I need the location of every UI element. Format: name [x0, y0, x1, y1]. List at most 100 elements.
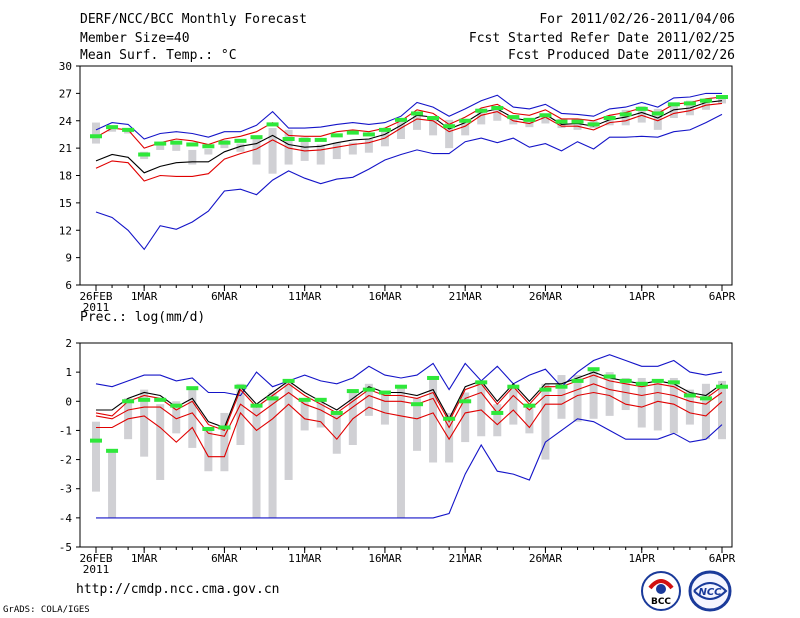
observed-mark: [651, 378, 664, 383]
range-bar: [541, 383, 550, 460]
y-tick-label: 1: [65, 366, 72, 379]
y-tick-label: 0: [65, 395, 72, 408]
range-bar: [653, 380, 662, 431]
source-url[interactable]: http://cmdp.ncc.cma.gov.cn: [76, 582, 280, 597]
range-bar: [316, 144, 325, 165]
observed-mark: [282, 137, 295, 141]
observed-mark: [683, 101, 696, 106]
observed-mark: [202, 426, 215, 431]
observed-mark: [154, 397, 167, 402]
observed-mark: [218, 425, 231, 430]
x-tick-label: 16MAR: [368, 552, 401, 565]
plot-frame: [79, 342, 733, 548]
observed-mark: [635, 106, 648, 111]
observed-mark: [619, 112, 632, 117]
observed-mark: [346, 389, 359, 394]
observed-mark: [314, 137, 327, 142]
range-bar: [92, 122, 100, 144]
range-bar: [461, 119, 470, 136]
bcc-logo: BCC: [641, 571, 681, 611]
observed-mark: [362, 132, 375, 137]
x-tick-label: 6MAR: [211, 290, 238, 303]
start-date: Fcst Started Refer Date 2011/02/25: [468, 31, 735, 46]
observed-mark: [186, 386, 199, 391]
range-bar: [621, 377, 630, 411]
panel2-title: Prec.: log(mm/d): [80, 310, 205, 325]
range-bar: [284, 380, 293, 480]
series-lower-line: [96, 391, 723, 458]
observed-mark: [330, 410, 343, 415]
range-bar: [252, 136, 261, 165]
range-bar: [172, 401, 181, 434]
x-tick-label: 16MAR: [368, 290, 401, 303]
observed-mark: [459, 399, 472, 404]
y-tick-label: 15: [59, 197, 72, 210]
observed-mark: [539, 387, 552, 392]
range-bar: [348, 142, 357, 155]
range-bar: [493, 404, 502, 437]
observed-mark: [378, 390, 391, 395]
produced-date: Fcst Produced Date 2011/02/26: [508, 48, 735, 63]
observed-mark: [411, 402, 424, 407]
range-bar: [413, 113, 422, 130]
observed-mark: [138, 397, 151, 402]
range-bar: [541, 113, 550, 124]
observed-mark: [138, 152, 151, 157]
range-bar: [477, 109, 486, 125]
series-upper2-line: [95, 383, 723, 437]
observed-mark: [170, 140, 183, 145]
range-bar: [461, 392, 470, 443]
observed-mark: [491, 105, 504, 110]
range-bar: [188, 386, 197, 448]
observed-mark: [651, 111, 664, 116]
range-bar: [445, 412, 454, 463]
range-bar: [332, 142, 341, 160]
observed-mark: [218, 140, 231, 145]
x-tick-label: 26FEB: [79, 290, 112, 303]
x-tick-label: 1APR: [628, 290, 655, 303]
observed-mark: [507, 115, 520, 120]
ncc-logo-ring: [688, 570, 732, 612]
observed-mark: [394, 117, 407, 122]
series-mean-line: [95, 374, 723, 432]
y-tick-label: -5: [59, 541, 72, 554]
range-bar: [637, 106, 646, 123]
observed-mark: [122, 399, 135, 404]
observed-mark: [459, 118, 472, 123]
observed-mark: [619, 378, 632, 383]
series-min-line: [95, 113, 723, 251]
observed-mark: [683, 393, 696, 398]
range-bar: [669, 377, 678, 434]
observed-mark: [234, 138, 247, 143]
y-tick-label: 30: [59, 60, 72, 73]
range-bar: [509, 386, 518, 425]
observed-mark: [491, 410, 504, 415]
x-tick-label: 6APR: [709, 552, 736, 565]
range-bar: [156, 404, 165, 480]
range-bar: [156, 143, 165, 150]
member-size: Member Size=40: [80, 31, 190, 46]
observed-mark: [443, 416, 456, 421]
range-bar: [701, 383, 710, 440]
x-tick-label: 21MAR: [449, 552, 482, 565]
observed-mark: [443, 124, 456, 129]
range-bar: [172, 142, 181, 151]
range-bar: [140, 389, 149, 457]
range-bar: [300, 398, 309, 431]
range-bar: [188, 149, 197, 165]
x-tick-label: 11MAR: [288, 552, 321, 565]
observed-mark: [427, 116, 440, 121]
range-bar: [718, 97, 726, 104]
panel1-title: Mean Surf. Temp.: °C: [80, 48, 237, 63]
range-bar: [429, 119, 438, 136]
observed-mark: [378, 127, 391, 132]
observed-mark: [234, 384, 247, 389]
range-bar: [268, 128, 277, 174]
range-bar: [573, 118, 582, 130]
observed-mark: [475, 380, 488, 385]
observed-mark: [699, 98, 712, 103]
observed-mark: [507, 384, 520, 389]
observed-mark: [571, 378, 584, 383]
x-tick-label: 1MAR: [131, 290, 158, 303]
range-bar: [509, 115, 518, 125]
